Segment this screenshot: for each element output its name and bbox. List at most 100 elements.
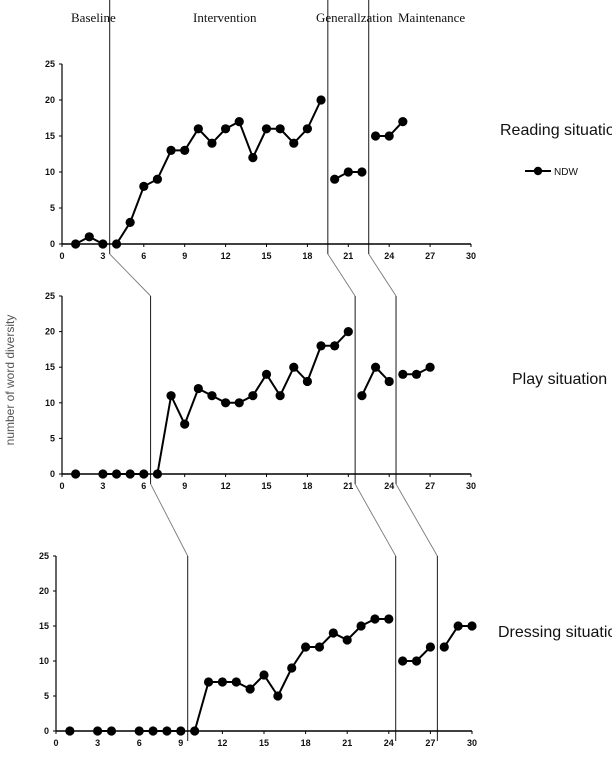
data-point [190, 726, 200, 736]
panel-title-dressing: Dressing situation [498, 624, 612, 641]
data-point [245, 684, 255, 694]
data-point [207, 138, 217, 148]
x-tick-label: 9 [178, 738, 183, 748]
y-tick-label: 5 [50, 203, 55, 213]
phase-connector-line [109, 253, 151, 297]
data-point [193, 383, 203, 394]
y-axis-label: number of word diversity [3, 315, 17, 446]
y-tick-label: 25 [39, 551, 49, 561]
panel-2: 0 3 6 9 12 15 18 21 24 27 30 0 5 10 15 20 25 [39, 551, 477, 748]
data-point [275, 391, 285, 401]
data-point [357, 167, 367, 177]
data-point [261, 369, 272, 379]
x-tick-label: 9 [182, 251, 187, 261]
data-point [316, 341, 326, 351]
x-tick-label: 30 [466, 251, 476, 261]
y-tick-label: 0 [44, 726, 49, 736]
x-tick-label: 12 [221, 481, 231, 491]
data-point [370, 614, 380, 624]
x-tick-label: 12 [221, 251, 231, 261]
x-tick-label: 18 [302, 251, 312, 261]
x-tick-label: 6 [141, 481, 146, 491]
data-point [139, 469, 149, 479]
y-tick-label: 20 [45, 327, 55, 337]
panel-1: 0 3 6 9 12 15 18 21 24 27 30 0 5 10 15 20 25 [45, 291, 476, 491]
phase-label-intervention: Intervention [193, 10, 257, 25]
data-point [248, 153, 258, 163]
data-point [273, 691, 283, 701]
data-point [370, 131, 381, 141]
x-tick-label: 27 [425, 251, 435, 261]
data-point [398, 656, 408, 666]
data-point [221, 124, 231, 134]
x-tick-label: 30 [466, 481, 476, 491]
data-point [106, 726, 117, 736]
x-tick-label: 21 [342, 738, 352, 748]
x-tick-label: 3 [100, 251, 105, 261]
x-tick-label: 24 [384, 738, 394, 748]
x-tick-label: 24 [384, 481, 394, 491]
x-tick-label: 12 [217, 738, 227, 748]
x-tick-label: 6 [137, 738, 142, 748]
data-point [316, 95, 326, 105]
y-tick-label: 10 [39, 656, 49, 666]
x-tick-label: 0 [53, 738, 58, 748]
x-tick-label: 30 [467, 738, 477, 748]
y-tick-label: 15 [45, 131, 55, 141]
y-tick-label: 0 [50, 239, 55, 249]
phase-connector-line [150, 483, 189, 557]
data-point [248, 391, 258, 401]
data-point [357, 391, 367, 401]
y-tick-label: 10 [45, 398, 55, 408]
legend: NDW [525, 166, 578, 178]
data-point [370, 362, 381, 372]
x-tick-label: 9 [182, 481, 187, 491]
data-point [221, 398, 231, 408]
x-tick-label: 0 [59, 481, 64, 491]
x-tick-label: 3 [100, 481, 105, 491]
data-point [166, 145, 176, 155]
data-point [207, 391, 217, 401]
data-point [453, 621, 463, 631]
data-point [301, 642, 311, 652]
series-line-segment [193, 618, 389, 732]
data-point [162, 726, 172, 736]
x-tick-label: 27 [425, 481, 435, 491]
data-point [398, 117, 408, 127]
data-point [259, 670, 269, 680]
data-point [71, 469, 81, 479]
y-tick-label: 25 [45, 291, 55, 301]
data-point [302, 124, 312, 134]
data-point [343, 327, 353, 337]
data-point [289, 138, 299, 148]
phase-connector-line [368, 253, 397, 297]
data-point [193, 124, 203, 134]
panel-title-play: Play situation [512, 371, 607, 388]
data-point [439, 642, 449, 652]
data-point [111, 469, 122, 479]
x-tick-label: 6 [141, 251, 146, 261]
data-point [289, 362, 299, 372]
x-tick-label: 15 [261, 481, 271, 491]
data-point [342, 635, 352, 645]
x-tick-label: 21 [343, 251, 353, 261]
x-tick-label: 15 [261, 251, 271, 261]
data-point [330, 341, 340, 351]
phase-label-baseline: Baseline [71, 10, 116, 25]
y-tick-label: 5 [44, 691, 49, 701]
data-point [425, 642, 435, 652]
x-tick-label: 27 [425, 738, 435, 748]
y-tick-label: 15 [39, 621, 49, 631]
data-point [98, 469, 108, 479]
data-point [139, 181, 149, 191]
data-point [152, 469, 163, 479]
data-point [398, 369, 408, 379]
data-point [302, 376, 312, 387]
legend-label: NDW [554, 167, 578, 178]
x-tick-label: 18 [301, 738, 311, 748]
data-point [176, 726, 186, 736]
y-tick-label: 5 [50, 433, 55, 443]
data-point [287, 663, 297, 673]
data-point [330, 174, 340, 184]
